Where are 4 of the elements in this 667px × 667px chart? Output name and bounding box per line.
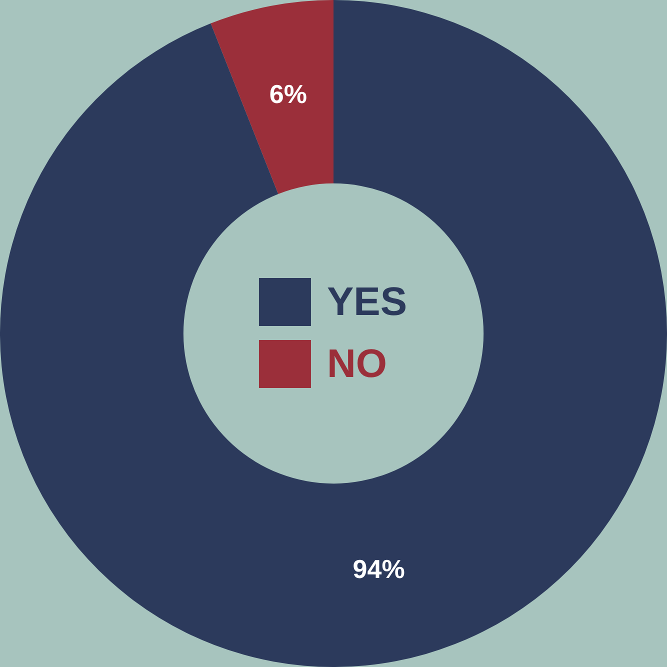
data-label: 94% (352, 554, 405, 584)
data-label: 6% (269, 79, 307, 110)
legend-label: YES (326, 280, 408, 324)
legend-label: NO (326, 342, 387, 386)
